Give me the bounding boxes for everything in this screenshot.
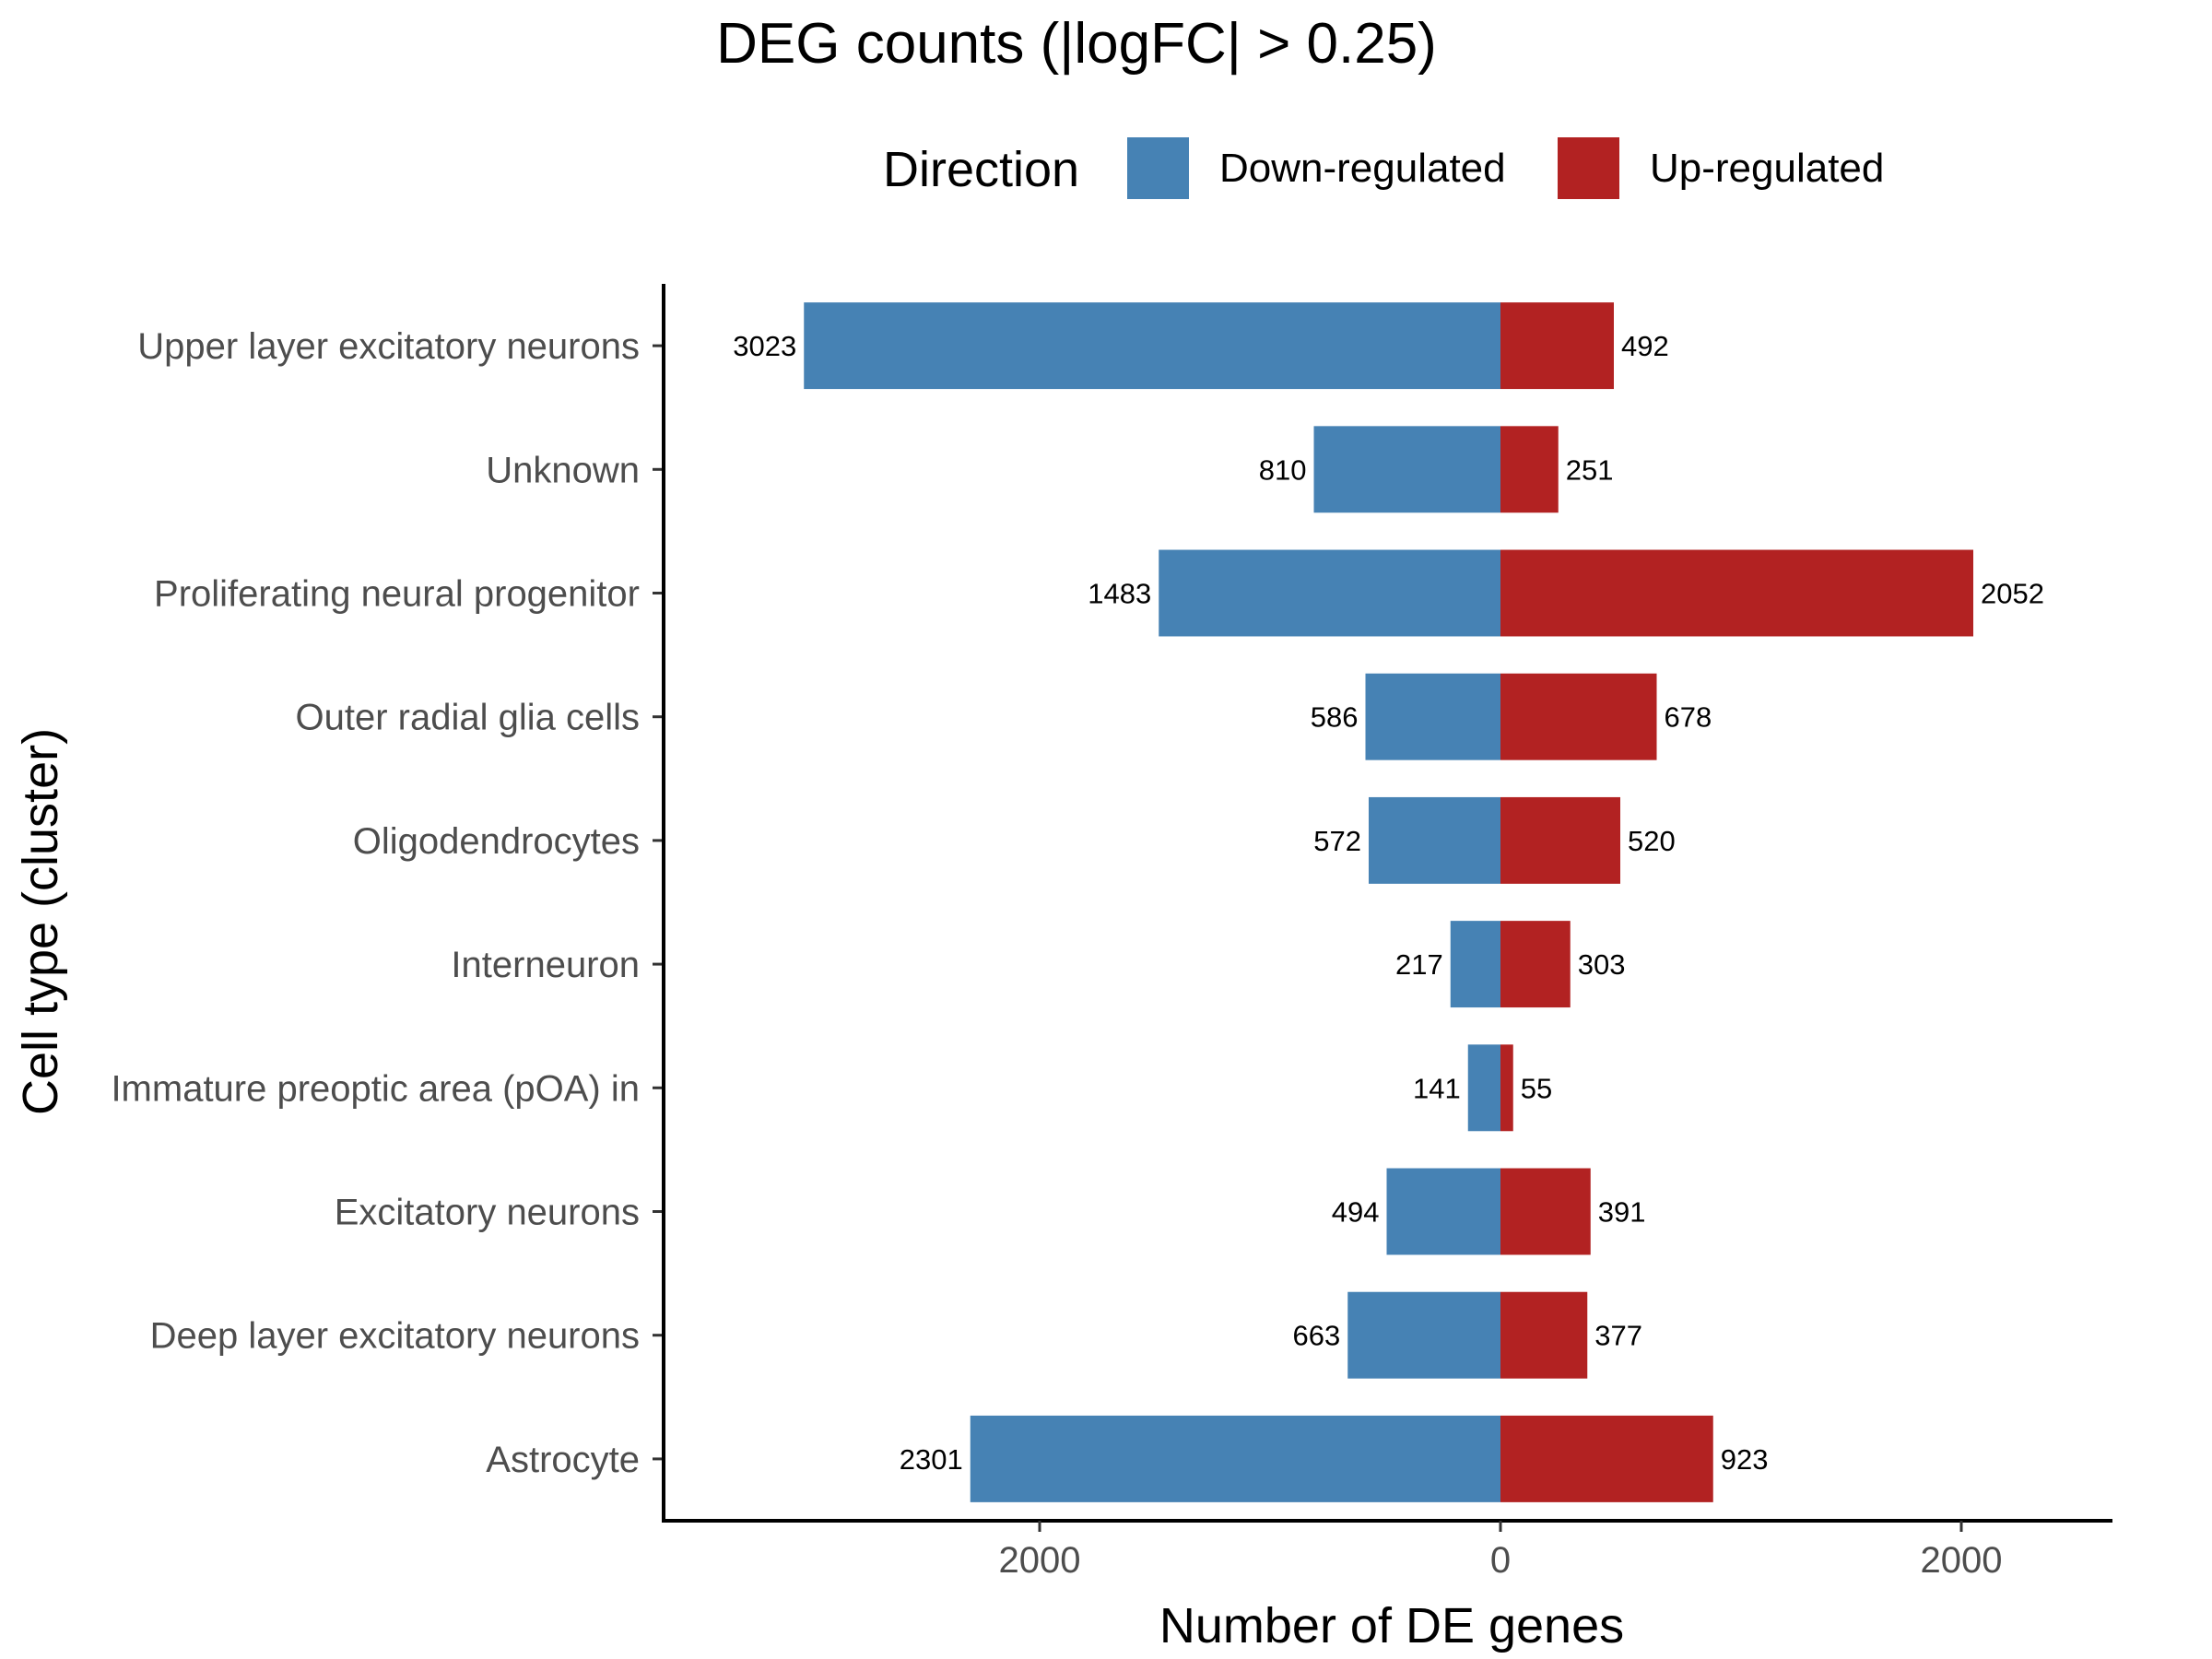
legend-title: Direction (883, 142, 1079, 197)
bar-up (1500, 426, 1559, 513)
bar-down (1347, 1291, 1500, 1379)
data-label-down: 586 (1311, 701, 1359, 734)
y-axis-title: Cell type (cluster) (13, 728, 68, 1115)
chart-title: DEG counts (|logFC| > 0.25) (716, 12, 1437, 76)
y-tick-label: Proliferating neural progenitor (154, 574, 640, 615)
bar-up (1500, 921, 1571, 1008)
data-label-down: 2301 (900, 1443, 963, 1476)
bar-up (1500, 1044, 1513, 1132)
data-label-up: 55 (1521, 1072, 1552, 1104)
data-label-down: 572 (1313, 825, 1361, 857)
bar-down (970, 1415, 1500, 1502)
data-label-down: 494 (1332, 1196, 1380, 1229)
data-labels-layer: 3023 492 810 251 1483 2052 586 678 572 520 217 303 1… (733, 330, 2044, 1476)
data-label-up: 520 (1628, 825, 1676, 857)
x-tick-label: 0 (1490, 1540, 1511, 1581)
data-label-down: 810 (1259, 453, 1307, 486)
bar-up (1500, 549, 1973, 637)
bar-down (804, 302, 1500, 390)
bar-up (1500, 1291, 1588, 1379)
y-tick-label: Oligodendrocytes (353, 821, 640, 862)
data-label-down: 663 (1293, 1320, 1341, 1352)
x-tick-label: 2000 (1921, 1540, 2003, 1581)
y-tick-label: Immature preoptic area (pOA) in (111, 1068, 640, 1109)
legend: Direction Down-regulated Up-regulated (883, 137, 1884, 199)
data-label-up: 678 (1665, 701, 1712, 734)
bar-up (1500, 302, 1614, 390)
bar-down (1313, 426, 1500, 513)
data-label-up: 391 (1598, 1196, 1646, 1229)
y-tick-label: Outer radial glia cells (296, 698, 641, 738)
bar-down (1369, 796, 1500, 884)
data-label-down: 217 (1395, 948, 1443, 981)
bar-up (1500, 1415, 1713, 1502)
legend-label-up: Up-regulated (1650, 146, 1884, 191)
data-label-up: 2052 (1981, 578, 2044, 610)
legend-swatch-up (1558, 137, 1619, 199)
y-tick-label: Deep layer excitatory neurons (150, 1316, 640, 1357)
legend-label-down: Down-regulated (1219, 146, 1506, 191)
bar-up (1500, 673, 1657, 760)
y-tick-label: Interneuron (451, 945, 640, 985)
data-label-up: 251 (1566, 453, 1614, 486)
y-tick-label: Astrocyte (486, 1440, 640, 1480)
data-label-down: 1483 (1088, 578, 1151, 610)
y-tick-label: Excitatory neurons (335, 1193, 640, 1233)
bars-layer (804, 302, 1973, 1502)
y-axis: Upper layer excitatory neurons Unknown Pro… (111, 284, 665, 1523)
bar-up (1500, 1168, 1591, 1255)
y-tick-label: Upper layer excitatory neurons (137, 326, 640, 367)
bar-down (1386, 1168, 1500, 1255)
bar-down (1365, 673, 1500, 760)
bar-down (1450, 921, 1500, 1008)
bar-down (1159, 549, 1500, 637)
data-label-up: 492 (1621, 330, 1669, 362)
bar-down (1467, 1044, 1500, 1132)
x-tick-label: 2000 (999, 1540, 1081, 1581)
data-label-up: 923 (1721, 1443, 1769, 1476)
data-label-up: 303 (1578, 948, 1626, 981)
bar-up (1500, 796, 1620, 884)
data-label-down: 3023 (733, 330, 796, 362)
data-label-up: 377 (1594, 1320, 1642, 1352)
x-axis-title: Number of DE genes (1159, 1598, 1624, 1653)
data-label-down: 141 (1413, 1072, 1461, 1104)
y-tick-label: Unknown (486, 450, 640, 490)
legend-swatch-down (1127, 137, 1189, 199)
x-axis: 2000 0 2000 (662, 1519, 2112, 1581)
